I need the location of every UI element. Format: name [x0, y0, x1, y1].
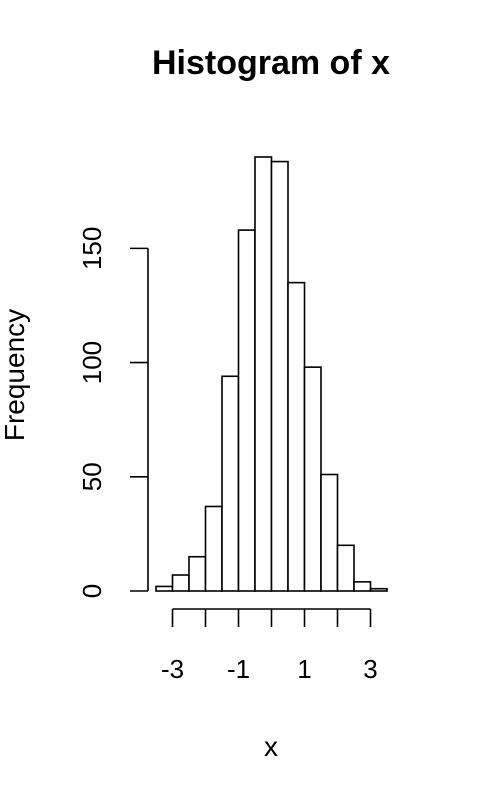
x-axis-label: x	[264, 731, 278, 762]
histogram-bar-0	[155, 585, 174, 592]
histogram-bar-3	[204, 505, 223, 592]
x-tick-label-4: 1	[297, 654, 311, 684]
y-tick-label-2: 100	[77, 341, 107, 384]
x-axis: -3 -1 1 3	[161, 608, 378, 684]
histogram-bar-10	[320, 473, 339, 592]
histogram-bar-12	[353, 581, 372, 592]
histogram-bar-4	[221, 375, 240, 592]
histogram-bar-6	[254, 156, 273, 592]
histogram-bar-13	[369, 587, 388, 592]
histogram-bar-2	[188, 555, 207, 592]
x-tick-label-2: -1	[227, 654, 250, 684]
y-tick-label-0: 0	[77, 584, 107, 598]
histogram-bar-9	[303, 366, 322, 592]
x-tick-label-6: 3	[363, 654, 377, 684]
y-axis-label: Frequency	[0, 309, 30, 441]
histogram-bar-1	[171, 574, 190, 592]
histogram-bar-11	[336, 544, 355, 592]
y-axis: 0 50 100 150	[77, 227, 149, 598]
y-tick-label-1: 50	[77, 462, 107, 491]
chart-title: Histogram of x	[152, 44, 390, 82]
bars-group	[155, 156, 388, 592]
histogram-bar-8	[287, 281, 306, 592]
histogram-bar-7	[270, 160, 289, 592]
histogram-bar-5	[237, 229, 256, 592]
y-tick-label-3: 150	[77, 227, 107, 270]
x-tick-label-0: -3	[161, 654, 184, 684]
